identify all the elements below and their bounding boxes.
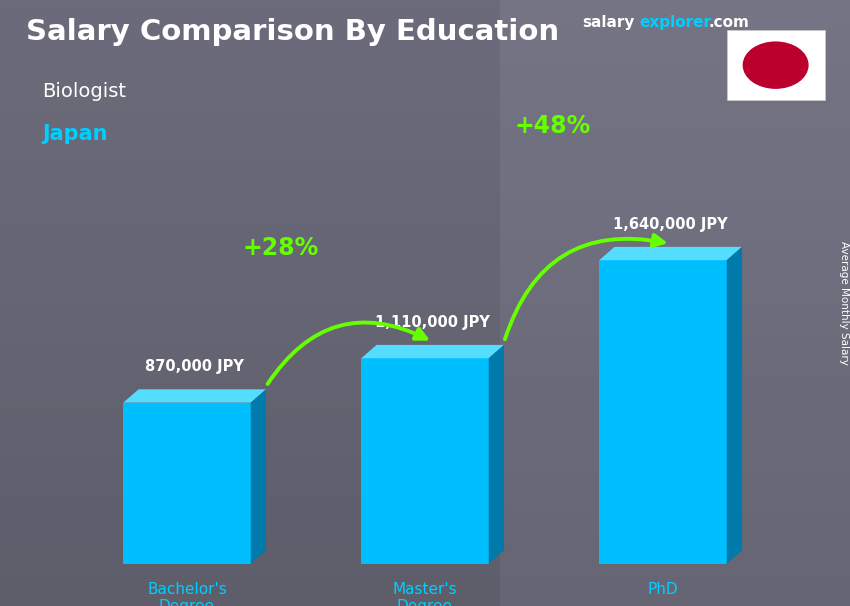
- Text: Japan: Japan: [42, 124, 108, 144]
- Text: 1,640,000 JPY: 1,640,000 JPY: [614, 217, 728, 231]
- Polygon shape: [123, 389, 266, 402]
- Text: Biologist: Biologist: [42, 82, 127, 101]
- Polygon shape: [251, 389, 266, 564]
- Polygon shape: [123, 402, 251, 564]
- Text: Salary Comparison By Education: Salary Comparison By Education: [26, 18, 558, 46]
- FancyBboxPatch shape: [727, 30, 824, 100]
- Text: .com: .com: [708, 15, 749, 30]
- Text: salary: salary: [582, 15, 635, 30]
- Polygon shape: [361, 345, 504, 358]
- Text: Master's
Degree: Master's Degree: [393, 582, 457, 606]
- Text: +48%: +48%: [514, 114, 591, 138]
- Polygon shape: [727, 247, 742, 564]
- Polygon shape: [599, 260, 727, 564]
- Text: explorer: explorer: [639, 15, 711, 30]
- Polygon shape: [489, 345, 504, 564]
- Polygon shape: [599, 247, 742, 260]
- Text: Bachelor's
Degree: Bachelor's Degree: [147, 582, 227, 606]
- Text: PhD: PhD: [648, 582, 678, 597]
- Text: +28%: +28%: [242, 236, 319, 260]
- Circle shape: [743, 42, 808, 88]
- Text: 870,000 JPY: 870,000 JPY: [145, 359, 244, 374]
- Polygon shape: [361, 358, 489, 564]
- Text: 1,110,000 JPY: 1,110,000 JPY: [375, 315, 490, 330]
- Text: Average Monthly Salary: Average Monthly Salary: [839, 241, 849, 365]
